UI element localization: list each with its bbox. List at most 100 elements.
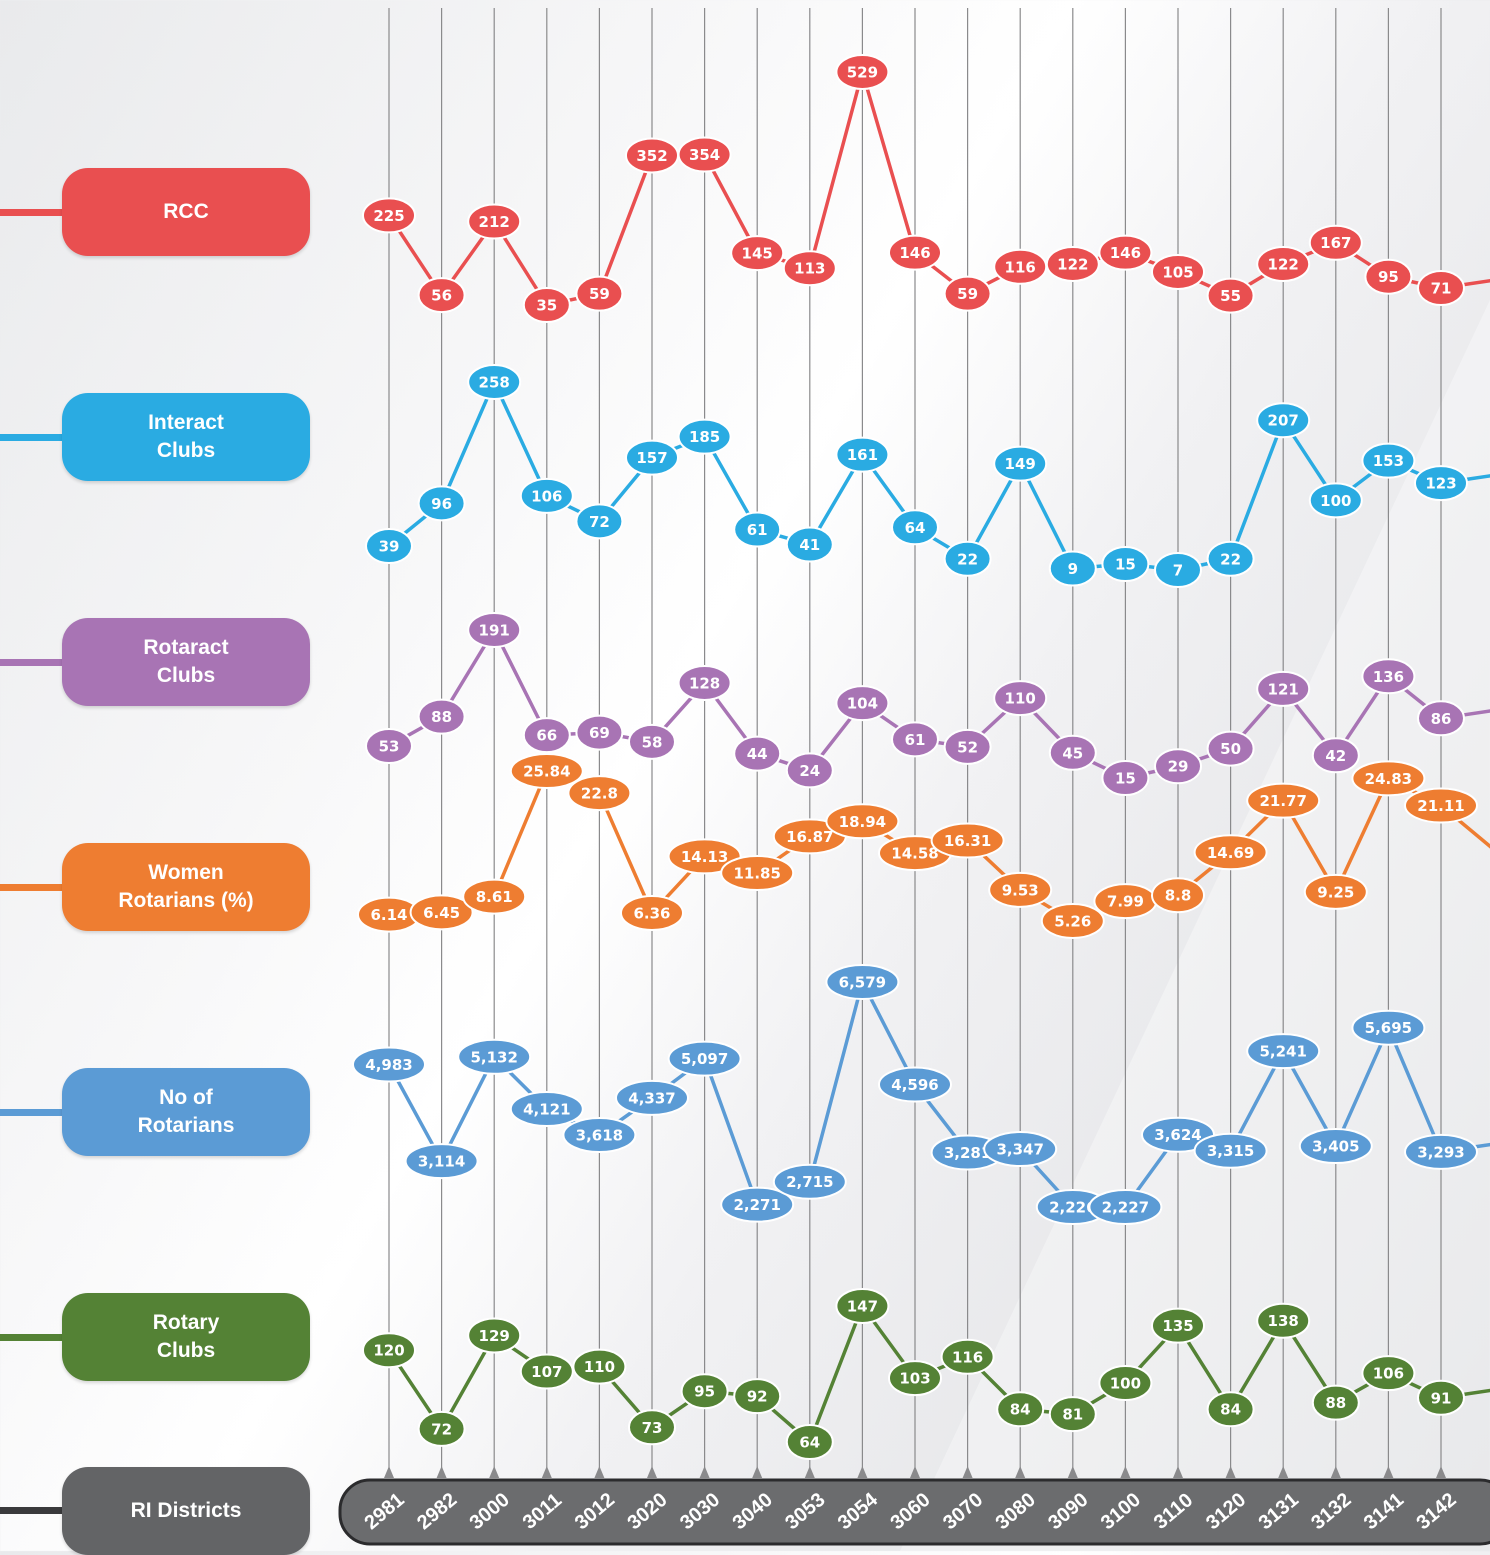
data-point [1154, 552, 1202, 588]
data-label: 16.87 [786, 828, 833, 846]
data-point [625, 439, 679, 476]
data-label: 6.36 [633, 904, 670, 922]
data-point [1414, 465, 1468, 502]
data-point [467, 1317, 522, 1354]
data-label: 14.13 [681, 848, 728, 866]
women-rotarians-label: Women Rotarians (%) [62, 843, 310, 931]
data-label: 2,715 [786, 1173, 833, 1191]
data-label: 116 [952, 1348, 983, 1366]
data-label: 225 [373, 207, 404, 225]
data-label: 5,132 [470, 1048, 517, 1066]
data-point [1048, 550, 1097, 587]
data-label: 138 [1268, 1312, 1299, 1330]
data-label: 104 [847, 695, 878, 713]
data-label: 3,405 [1312, 1138, 1359, 1156]
data-label: 42 [1325, 747, 1346, 765]
data-label: 146 [899, 244, 930, 262]
data-point [1351, 1009, 1426, 1046]
rotaract-connector [0, 659, 62, 666]
data-point [1308, 482, 1363, 519]
data-label: 7.99 [1107, 893, 1144, 911]
data-point [628, 1409, 676, 1446]
data-label: 3,293 [1417, 1143, 1464, 1161]
data-point [1364, 258, 1413, 295]
data-point [1417, 270, 1465, 307]
data-point [1206, 1391, 1255, 1428]
data-label: 22.8 [581, 785, 618, 803]
data-label: 5,241 [1259, 1043, 1306, 1061]
data-label: 16.31 [944, 832, 991, 850]
data-label: 4,596 [891, 1076, 938, 1094]
data-label: 106 [531, 487, 562, 505]
data-point [677, 136, 732, 173]
data-point [575, 275, 624, 312]
data-label: 29 [1168, 758, 1189, 776]
data-label: 15 [1115, 770, 1136, 788]
data-point [467, 612, 522, 648]
data-label: 6.45 [423, 904, 460, 922]
data-label: 146 [1110, 244, 1141, 262]
data-label: 128 [689, 674, 720, 692]
data-point [417, 698, 466, 735]
data-label: 122 [1268, 255, 1299, 273]
data-point [522, 717, 571, 754]
data-point [878, 1066, 952, 1103]
series-group: 4,983 3,114 5,132 4,121 3,618 4,337 5,097 2,271… [352, 964, 1490, 1225]
data-point [572, 1348, 627, 1385]
data-point [1206, 730, 1255, 767]
series-group: 6.14 6.45 8.61 25.84 22.8 6.36 14.13 11.85 16.87… [357, 753, 1490, 939]
data-point [519, 477, 574, 514]
data-point [352, 1046, 426, 1083]
data-point [1311, 737, 1360, 774]
rotary-connector [0, 1334, 62, 1341]
data-label: 21.77 [1259, 792, 1306, 810]
data-point [615, 1079, 689, 1116]
data-point [1404, 1133, 1478, 1170]
data-point [1417, 1379, 1465, 1416]
data-point [733, 1378, 782, 1415]
districts-connector [0, 1507, 62, 1514]
data-label: 72 [431, 1420, 452, 1438]
data-point [1256, 1302, 1311, 1339]
data-label: 41 [799, 536, 820, 554]
data-point [509, 1091, 584, 1128]
data-point [1308, 224, 1363, 261]
gridline-arrow [1330, 1466, 1341, 1478]
gridline-arrow [1067, 1466, 1078, 1478]
data-label: 96 [431, 495, 452, 513]
data-label: 529 [847, 64, 878, 82]
data-label: 52 [957, 738, 978, 756]
data-label: 2,226 [1049, 1199, 1096, 1217]
data-point [509, 753, 584, 789]
data-label: 258 [479, 374, 510, 392]
data-label: 116 [1005, 258, 1036, 276]
gridline-arrow [384, 1466, 394, 1478]
data-point [1246, 782, 1321, 819]
data-point [1351, 760, 1426, 797]
data-label: 95 [1378, 268, 1399, 286]
data-label: 2,271 [733, 1196, 780, 1214]
data-point [667, 838, 742, 875]
data-label: 105 [1162, 263, 1193, 281]
data-point [620, 894, 684, 931]
gridline-arrow [489, 1466, 500, 1478]
series-line [387, 980, 1490, 1209]
data-point [891, 509, 939, 546]
gridline-arrow [857, 1466, 868, 1478]
data-label: 25.84 [523, 763, 570, 781]
data-label: 6.14 [370, 906, 407, 924]
data-label: 113 [794, 260, 825, 278]
data-label: 69 [589, 724, 610, 742]
data-label: 14.69 [1207, 844, 1254, 862]
data-point [1404, 787, 1478, 824]
data-label: 66 [536, 727, 557, 745]
data-point [1193, 1132, 1268, 1169]
data-label: 61 [747, 521, 768, 539]
gridline-arrow [647, 1466, 657, 1478]
data-point [825, 964, 900, 1000]
data-label: 53 [379, 738, 400, 756]
series-group: 53 88 191 66 69 58 128 44 24 104 61 52 110 45 15 29 50 12… [365, 612, 1490, 796]
data-point [1151, 877, 1205, 914]
data-point [417, 277, 466, 314]
